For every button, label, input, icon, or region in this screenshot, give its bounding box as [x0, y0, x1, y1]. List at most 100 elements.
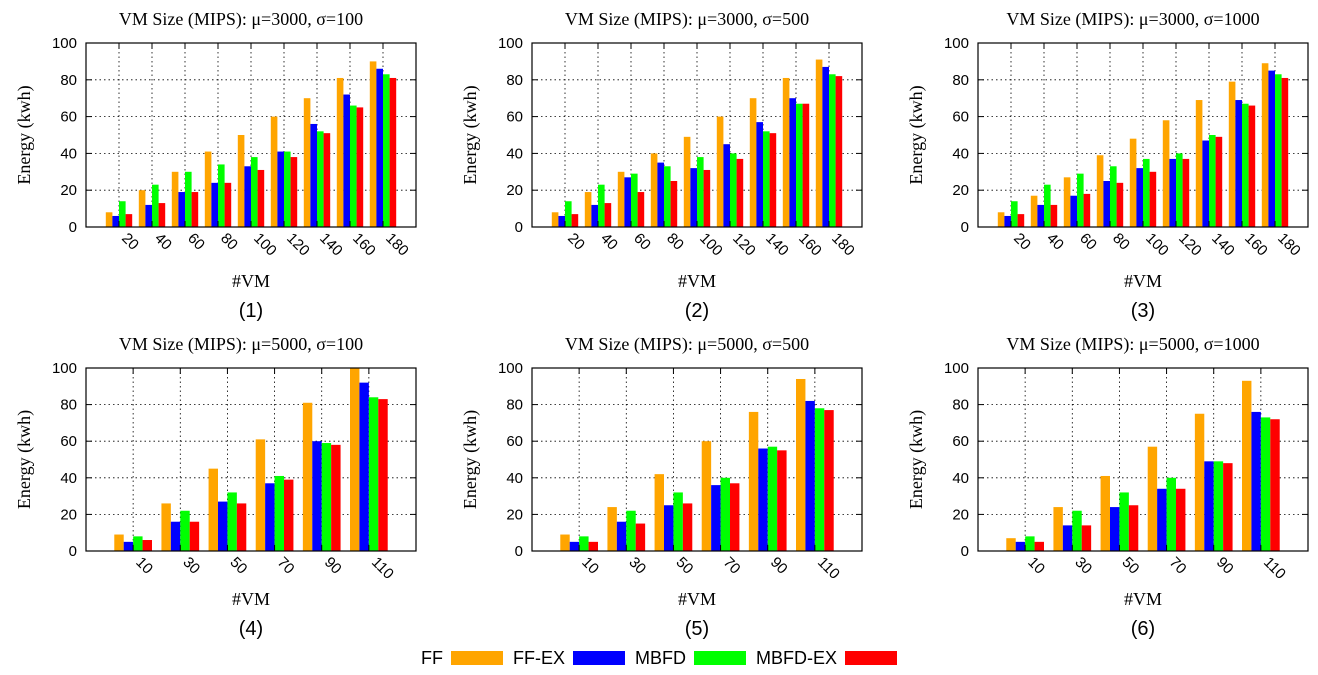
bar-mbfd-110	[1260, 417, 1271, 551]
bar-mbfd-ex-180	[1281, 77, 1289, 228]
bar-ff-40	[1030, 195, 1038, 227]
bar-ff-ex-180	[822, 66, 829, 227]
bar-ff-ex-80	[1103, 181, 1110, 227]
bar-ff-10	[114, 534, 124, 551]
bar-mbfd-80	[664, 166, 671, 227]
bar-ff-ex-30	[170, 521, 181, 551]
y-tick-label: 0	[515, 543, 523, 560]
x-tick-label: 140	[1208, 230, 1238, 260]
chart-title: VM Size (MIPS): μ=3000, σ=1000	[1006, 9, 1259, 30]
legend-label: FF-EX	[513, 647, 565, 668]
bar-mbfd-60	[185, 171, 192, 227]
bar-mbfd-120	[730, 153, 737, 227]
bar-mbfd-ex-40	[1050, 204, 1058, 227]
bar-ff-110	[796, 378, 806, 551]
bar-ff-80	[1096, 155, 1104, 227]
bar-mbfd-20	[565, 201, 572, 227]
bar-ff-30	[1053, 507, 1063, 551]
bar-mbfd-ex-10	[588, 541, 598, 551]
x-axis-label: #VM	[232, 271, 270, 291]
y-tick-label: 100	[944, 360, 969, 377]
bar-mbfd-40	[598, 184, 605, 227]
bar-mbfd-ex-120	[290, 157, 298, 227]
y-tick-label: 100	[498, 35, 523, 52]
bar-mbfd-90	[1213, 461, 1224, 551]
bar-ff-100	[237, 135, 245, 227]
x-tick-label: 70	[1166, 554, 1190, 578]
panel-caption: (2)	[685, 300, 709, 322]
x-tick-label: 160	[795, 230, 825, 260]
y-axis-label: Energy (kwh)	[14, 85, 35, 184]
bar-mbfd-ex-120	[1182, 158, 1190, 227]
bar-ff-60	[171, 171, 179, 227]
y-tick-label: 40	[60, 145, 77, 162]
bar-mbfd-140	[763, 131, 770, 227]
legend-entry-ff: FF	[421, 648, 503, 669]
bar-mbfd-30	[626, 510, 636, 551]
y-tick-label: 80	[952, 72, 969, 89]
x-tick-label: 140	[762, 230, 792, 260]
bar-ff-20	[551, 212, 559, 227]
bar-ff-90	[748, 411, 759, 551]
y-axis-label: Energy (kwh)	[460, 85, 481, 184]
bar-ff-ex-60	[1070, 195, 1077, 227]
panel-caption: (1)	[239, 300, 263, 322]
bar-ff-140	[749, 98, 757, 227]
bar-ff-ex-70	[1157, 488, 1167, 551]
bar-ff-ex-20	[1004, 215, 1011, 227]
bar-ff-ex-100	[690, 168, 697, 227]
bar-mbfd-ex-90	[777, 450, 787, 551]
bar-mbfd-ex-80	[670, 181, 678, 227]
bar-mbfd-20	[1011, 201, 1018, 227]
bar-ff-ex-120	[1169, 158, 1176, 227]
bar-ff-ex-120	[723, 144, 730, 227]
x-tick-label: 50	[1119, 554, 1143, 578]
y-tick-label: 40	[60, 470, 77, 487]
bar-ff-ex-110	[805, 400, 815, 551]
bar-mbfd-20	[119, 201, 126, 227]
bar-mbfd-60	[631, 173, 638, 227]
bar-ff-ex-50	[664, 505, 674, 551]
bar-mbfd-ex-70	[1176, 488, 1186, 551]
y-tick-label: 80	[952, 397, 969, 414]
x-tick-label: 180	[828, 230, 858, 260]
bar-mbfd-180	[829, 74, 836, 227]
bar-mbfd-ex-100	[1149, 171, 1157, 227]
bar-mbfd-140	[1209, 135, 1216, 227]
bar-ff-50	[1100, 475, 1110, 551]
y-tick-label: 0	[69, 543, 77, 560]
bar-mbfd-ex-60	[191, 192, 199, 227]
x-tick-label: 110	[368, 554, 397, 583]
y-tick-label: 60	[952, 433, 969, 450]
bar-mbfd-ex-160	[802, 103, 810, 227]
bar-ff-180	[369, 61, 377, 228]
bars	[114, 368, 388, 551]
x-tick-label: 100	[1142, 230, 1172, 260]
bar-mbfd-100	[697, 157, 704, 227]
bars	[551, 59, 843, 228]
bar-ff-90	[302, 402, 313, 551]
bar-mbfd-ex-50	[1128, 505, 1139, 551]
y-tick-label: 0	[961, 543, 969, 560]
bar-mbfd-180	[383, 74, 390, 227]
bar-mbfd-50	[227, 492, 237, 551]
y-axis-label: Energy (kwh)	[14, 410, 35, 509]
bar-mbfd-ex-60	[637, 192, 645, 227]
bar-mbfd-ex-110	[1270, 419, 1280, 551]
bar-ff-ex-100	[1136, 168, 1143, 227]
bar-ff-100	[683, 136, 691, 227]
bar-ff-60	[617, 171, 625, 227]
bar-ff-ex-70	[265, 483, 275, 551]
bar-ff-ex-140	[1202, 140, 1209, 227]
y-axis-label: Energy (kwh)	[460, 410, 481, 509]
x-tick-label: 20	[564, 230, 588, 254]
bar-ff-ex-140	[756, 122, 763, 227]
bar-ff-180	[815, 59, 823, 228]
bar-mbfd-ex-140	[1215, 136, 1223, 227]
x-axis-label: #VM	[678, 271, 716, 291]
bar-ff-90	[1194, 413, 1205, 551]
x-tick-label: 80	[663, 230, 687, 254]
bar-ff-ex-30	[1062, 525, 1073, 551]
